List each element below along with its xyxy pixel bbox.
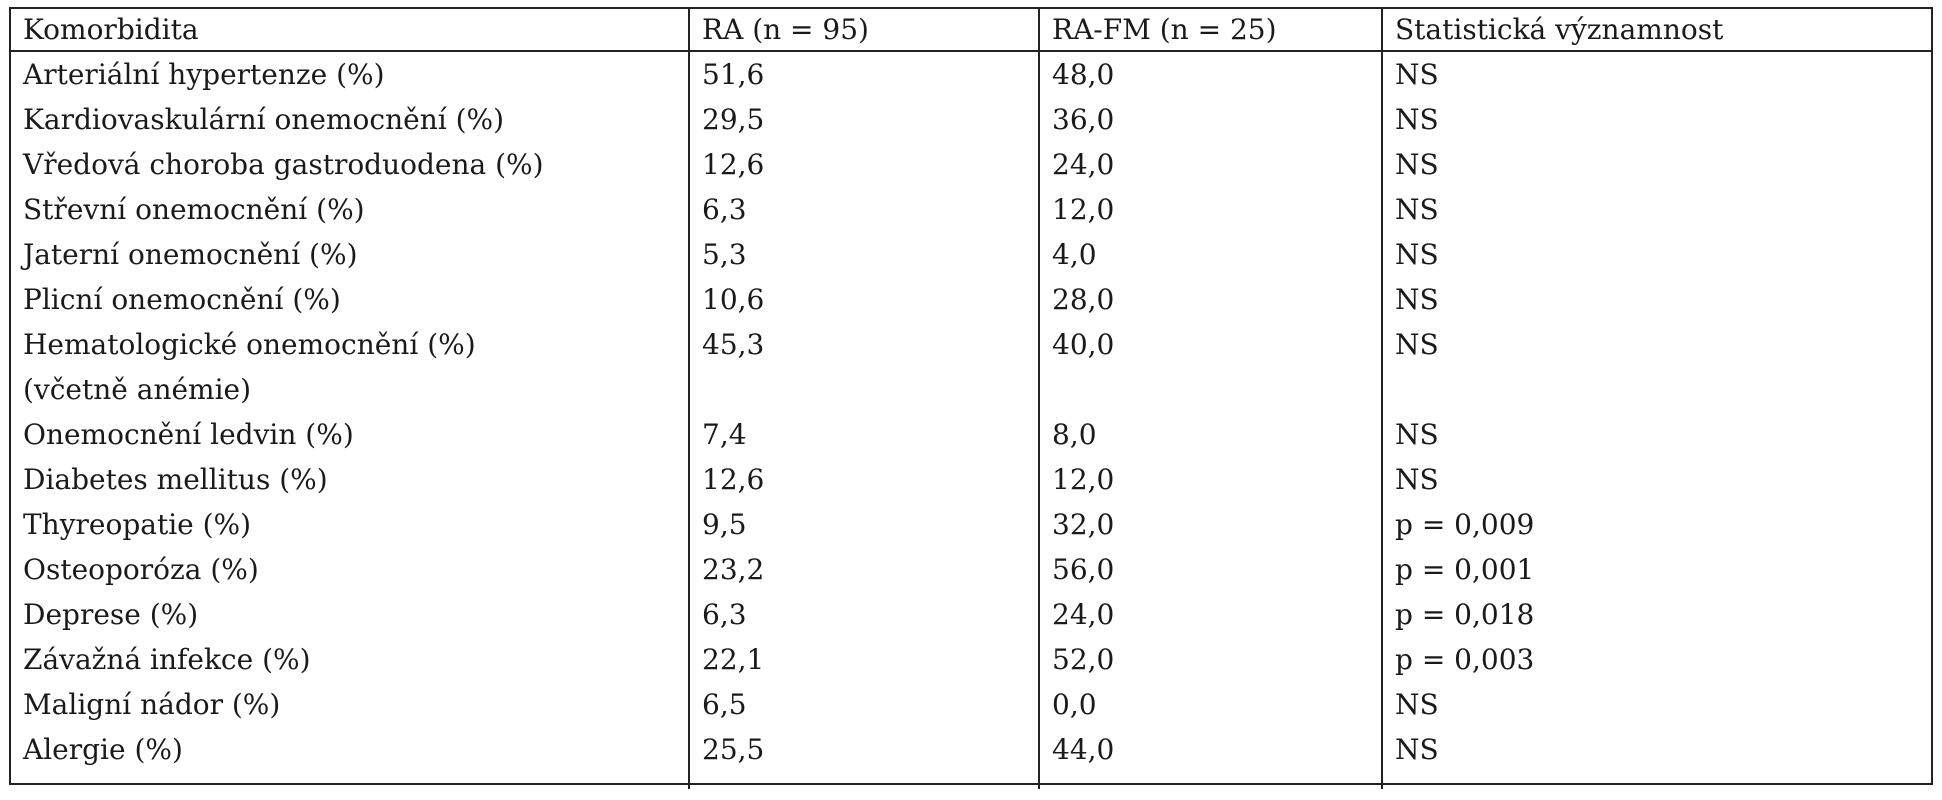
cell-ra-fm: 40,0 bbox=[1038, 322, 1382, 412]
cell-ra: 10,6 bbox=[688, 277, 1039, 322]
table-row: Maligní nádor (%) 6,5 0,0 NS bbox=[11, 682, 1931, 727]
table-row: Kardiovaskulární onemocnění (%) 29,5 36,… bbox=[11, 97, 1931, 142]
table-row: Střevní onemocnění (%) 6,3 12,0 NS bbox=[11, 187, 1931, 232]
cell-comorbidity: Střevní onemocnění (%) bbox=[23, 193, 365, 226]
cell-comorbidity-line2: (včetně anémie) bbox=[23, 373, 252, 406]
cell-comorbidity: Hematologické onemocnění (%) (včetně ané… bbox=[11, 322, 689, 412]
cell-comorbidity: Maligní nádor (%) bbox=[23, 688, 281, 721]
cell-ra: 45,3 bbox=[688, 322, 1039, 412]
cell-ra: 6,3 bbox=[688, 592, 1039, 637]
cell-ra: 12,6 bbox=[688, 142, 1039, 187]
table-row: Plicní onemocnění (%) 10,6 28,0 NS bbox=[11, 277, 1931, 322]
cell-significance: p = 0,003 bbox=[1381, 637, 1931, 682]
cell-ra-fm: 4,0 bbox=[1038, 232, 1382, 277]
cell-significance: NS bbox=[1381, 412, 1931, 457]
cell-ra: 51,6 bbox=[688, 51, 1039, 97]
cell-ra: 7,4 bbox=[688, 412, 1039, 457]
cell-ra: 5,3 bbox=[688, 232, 1039, 277]
cell-ra-fm: 8,0 bbox=[1038, 412, 1382, 457]
table-bottom-spacer bbox=[11, 772, 1931, 789]
table-row: Diabetes mellitus (%) 12,6 12,0 NS bbox=[11, 457, 1931, 502]
cell-comorbidity: Plicní onemocnění (%) bbox=[23, 283, 341, 316]
cell-ra-fm: 12,0 bbox=[1038, 187, 1382, 232]
cell-significance: NS bbox=[1381, 97, 1931, 142]
comorbidity-table: Komorbidita RA (n = 95) RA-FM (n = 25) S… bbox=[11, 9, 1931, 789]
cell-significance: NS bbox=[1381, 51, 1931, 97]
table-row: Jaterní onemocnění (%) 5,3 4,0 NS bbox=[11, 232, 1931, 277]
header-ra: RA (n = 95) bbox=[688, 9, 1039, 52]
table-header-row: Komorbidita RA (n = 95) RA-FM (n = 25) S… bbox=[11, 9, 1931, 52]
cell-ra: 22,1 bbox=[688, 637, 1039, 682]
cell-comorbidity: Deprese (%) bbox=[23, 598, 199, 631]
cell-ra-fm: 56,0 bbox=[1038, 547, 1382, 592]
cell-comorbidity: Kardiovaskulární onemocnění (%) bbox=[23, 103, 505, 136]
cell-significance: NS bbox=[1381, 277, 1931, 322]
cell-comorbidity-line1: Hematologické onemocnění (%) bbox=[23, 328, 476, 361]
cell-comorbidity: Vředová choroba gastroduodena (%) bbox=[23, 148, 544, 181]
cell-ra: 6,5 bbox=[688, 682, 1039, 727]
cell-ra: 25,5 bbox=[688, 727, 1039, 772]
cell-significance: p = 0,018 bbox=[1381, 592, 1931, 637]
cell-ra-fm: 28,0 bbox=[1038, 277, 1382, 322]
table-row: Onemocnění ledvin (%) 7,4 8,0 NS bbox=[11, 412, 1931, 457]
cell-ra-fm: 0,0 bbox=[1038, 682, 1382, 727]
cell-comorbidity: Onemocnění ledvin (%) bbox=[23, 418, 354, 451]
table-row: Vředová choroba gastroduodena (%) 12,6 2… bbox=[11, 142, 1931, 187]
cell-ra-fm: 24,0 bbox=[1038, 592, 1382, 637]
cell-significance: p = 0,009 bbox=[1381, 502, 1931, 547]
cell-significance: NS bbox=[1381, 322, 1931, 412]
table-row: Alergie (%) 25,5 44,0 NS bbox=[11, 727, 1931, 772]
cell-ra-fm: 36,0 bbox=[1038, 97, 1382, 142]
cell-comorbidity: Jaterní onemocnění (%) bbox=[23, 238, 358, 271]
table-row: Osteoporóza (%) 23,2 56,0 p = 0,001 bbox=[11, 547, 1931, 592]
cell-comorbidity: Thyreopatie (%) bbox=[23, 508, 252, 541]
cell-significance: NS bbox=[1381, 682, 1931, 727]
table-row: Hematologické onemocnění (%) (včetně ané… bbox=[11, 322, 1931, 412]
cell-comorbidity: Diabetes mellitus (%) bbox=[23, 463, 328, 496]
cell-comorbidity: Alergie (%) bbox=[23, 733, 183, 766]
table-row: Thyreopatie (%) 9,5 32,0 p = 0,009 bbox=[11, 502, 1931, 547]
cell-ra-fm: 12,0 bbox=[1038, 457, 1382, 502]
cell-ra-fm: 24,0 bbox=[1038, 142, 1382, 187]
cell-ra-fm: 44,0 bbox=[1038, 727, 1382, 772]
cell-ra: 29,5 bbox=[688, 97, 1039, 142]
table-row: Závažná infekce (%) 22,1 52,0 p = 0,003 bbox=[11, 637, 1931, 682]
table-row: Arteriální hypertenze (%) 51,6 48,0 NS bbox=[11, 51, 1931, 97]
cell-ra-fm: 52,0 bbox=[1038, 637, 1382, 682]
comorbidity-table-frame: Komorbidita RA (n = 95) RA-FM (n = 25) S… bbox=[9, 7, 1933, 789]
cell-comorbidity: Arteriální hypertenze (%) bbox=[23, 58, 385, 91]
header-comorbidity: Komorbidita bbox=[11, 9, 689, 52]
table-row: Deprese (%) 6,3 24,0 p = 0,018 bbox=[11, 592, 1931, 637]
cell-ra: 12,6 bbox=[688, 457, 1039, 502]
cell-significance: NS bbox=[1381, 457, 1931, 502]
cell-significance: NS bbox=[1381, 232, 1931, 277]
cell-ra: 9,5 bbox=[688, 502, 1039, 547]
cell-ra: 23,2 bbox=[688, 547, 1039, 592]
cell-ra: 6,3 bbox=[688, 187, 1039, 232]
cell-ra-fm: 32,0 bbox=[1038, 502, 1382, 547]
header-significance: Statistická významnost bbox=[1381, 9, 1931, 52]
cell-comorbidity: Závažná infekce (%) bbox=[23, 643, 311, 676]
cell-significance: NS bbox=[1381, 187, 1931, 232]
cell-significance: NS bbox=[1381, 142, 1931, 187]
header-ra-fm: RA-FM (n = 25) bbox=[1038, 9, 1382, 52]
cell-significance: p = 0,001 bbox=[1381, 547, 1931, 592]
cell-significance: NS bbox=[1381, 727, 1931, 772]
cell-ra-fm: 48,0 bbox=[1038, 51, 1382, 97]
cell-comorbidity: Osteoporóza (%) bbox=[23, 553, 259, 586]
table-body: Arteriální hypertenze (%) 51,6 48,0 NS K… bbox=[11, 51, 1931, 789]
